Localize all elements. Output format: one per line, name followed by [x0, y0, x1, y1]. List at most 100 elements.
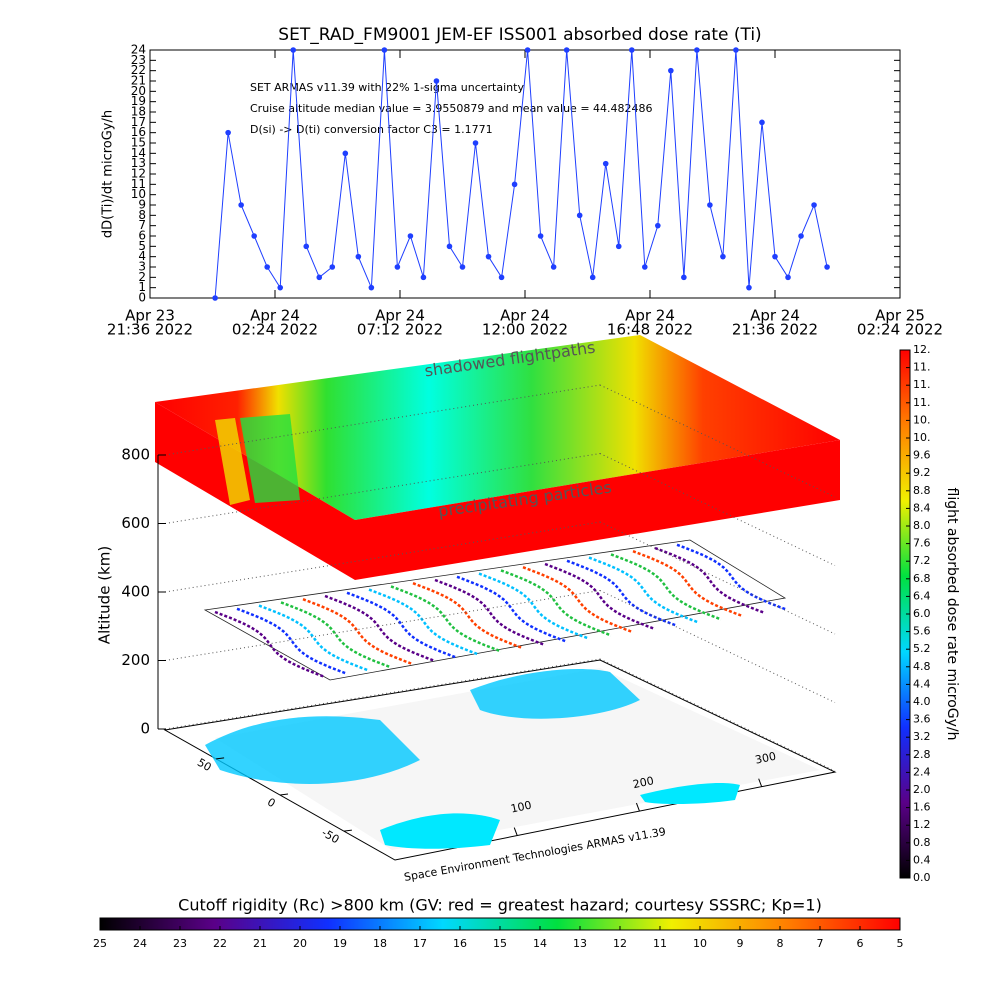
data-point [407, 233, 414, 239]
grid-line [164, 521, 601, 593]
colorbar-tick-label: 8 [777, 937, 784, 950]
flight-track [676, 543, 788, 611]
flight-track [632, 550, 744, 618]
x-tick-label: 100 [509, 799, 532, 816]
data-point [759, 119, 765, 126]
data-point [720, 253, 726, 260]
colorbar-tick-label: 6 [857, 937, 864, 950]
data-point [511, 181, 518, 188]
colorbar-tick-label: 2.0 [913, 783, 931, 796]
y-tick-label: 10 [131, 187, 146, 201]
colorbar-tick-label: 5.6 [913, 625, 931, 638]
colorbar-tick-label: 11. [913, 396, 931, 409]
y-tick-label: 12 [131, 167, 146, 181]
y-tick-label: 11 [131, 177, 146, 191]
grid-line [599, 384, 836, 498]
y-tick [343, 829, 352, 832]
colorbar-tick-label: 9 [737, 937, 744, 950]
colorbar-title: Cutoff rigidity (Rc) >800 km (GV: red = … [178, 896, 822, 915]
colorbar-tick-label: 24 [133, 937, 147, 950]
colorbar-tick-label: 25 [93, 937, 107, 950]
continent [640, 783, 740, 805]
data-point [733, 47, 739, 53]
flight-track [588, 556, 700, 624]
colorbar-tick-label: 1.2 [913, 818, 931, 831]
x-tick [758, 778, 763, 787]
y-tick-label: 23 [131, 53, 146, 67]
colorbar-tick-label: 15 [493, 937, 507, 950]
y-tick-label: -50 [319, 826, 341, 846]
y-tick-label: 9 [138, 198, 146, 212]
data-point [459, 264, 466, 270]
colorbar-tick-label: 10. [913, 431, 931, 444]
y-tick-label: 0 [138, 291, 146, 305]
colorbar-tick-label: 7 [817, 937, 824, 950]
x-tick-label: Apr 24 [750, 307, 800, 325]
data-point [433, 78, 440, 84]
data-point [238, 202, 244, 208]
colorbar-tick-label: 0.0 [913, 871, 931, 884]
y-tick [279, 793, 289, 796]
x-tick-label: 300 [754, 750, 777, 767]
dose-slab-side [355, 440, 840, 580]
chart-title: SET_RAD_FM9001 JEM-EF ISS001 absorbed do… [278, 25, 761, 45]
x-tick-label: Apr 25 [875, 307, 925, 325]
colorbar-tick-label: 17 [413, 937, 427, 950]
y-tick-label: 21 [131, 74, 146, 88]
x-tick-label: Apr 23 [125, 307, 175, 325]
y-tick-label: 14 [131, 146, 146, 160]
y-tick-label: 17 [131, 115, 146, 129]
y-tick-label: 18 [131, 105, 146, 119]
y-tick-label: 8 [138, 208, 146, 222]
grid-line [164, 658, 601, 730]
colorbar-tick-label: 0.8 [913, 836, 931, 849]
z-tick-label: 0 [140, 720, 150, 738]
plot-3d [155, 335, 840, 861]
colorbar-tick-label: 11 [653, 937, 667, 950]
colorbar-tick-label: 5.2 [913, 642, 931, 655]
x-tick [635, 802, 640, 812]
colorbar-tick-label: 6.4 [913, 589, 931, 602]
data-point [628, 47, 635, 53]
data-point [381, 47, 388, 53]
data-point [615, 243, 622, 250]
flight-track [214, 610, 326, 679]
colorbar-tick-label: 14 [533, 937, 547, 950]
data-point [420, 274, 427, 281]
continent [380, 813, 500, 849]
y-tick-label: 1 [138, 280, 146, 294]
colorbar-tick-label: 8.4 [913, 501, 931, 514]
data-point [394, 264, 401, 270]
dose-slab-band [240, 414, 300, 503]
data-point [602, 160, 609, 167]
flight-tracks [214, 543, 788, 679]
data-point [641, 264, 648, 270]
data-point [772, 253, 778, 260]
flight-track [258, 604, 370, 672]
colorbar-tick-label: 19 [333, 937, 347, 950]
data-point [785, 274, 791, 281]
data-line [214, 49, 828, 299]
x-tick [513, 827, 518, 836]
colorbar-tick-label: 4.4 [913, 677, 931, 690]
data-point [589, 274, 596, 281]
colorbar-tick-label: 10. [913, 413, 931, 426]
x-tick-label: Apr 24 [625, 307, 675, 325]
annotation: D(si) -> D(ti) conversion factor C3 = 1.… [250, 123, 493, 136]
colorbar-tick-label: 11. [913, 361, 931, 374]
flight-track [522, 566, 634, 634]
dose-slab-top [155, 335, 840, 520]
flight-track [654, 546, 766, 615]
colorbar-tick-label: 9.2 [913, 466, 931, 479]
grid-line [164, 453, 601, 524]
colorbar-tick-label: 4.8 [913, 660, 931, 673]
colorbar-tick-label: 1.6 [913, 801, 931, 814]
annotation: SET ARMAS v11.39 with 22% 1-sigma uncert… [250, 81, 524, 94]
colorbar-tick-label: 8.8 [913, 484, 931, 497]
data-point [277, 284, 284, 291]
y-tick [216, 757, 225, 760]
y-tick-label: 50 [195, 756, 214, 774]
data-point [576, 212, 583, 219]
colorbar-tick-label: 2.4 [913, 765, 931, 778]
